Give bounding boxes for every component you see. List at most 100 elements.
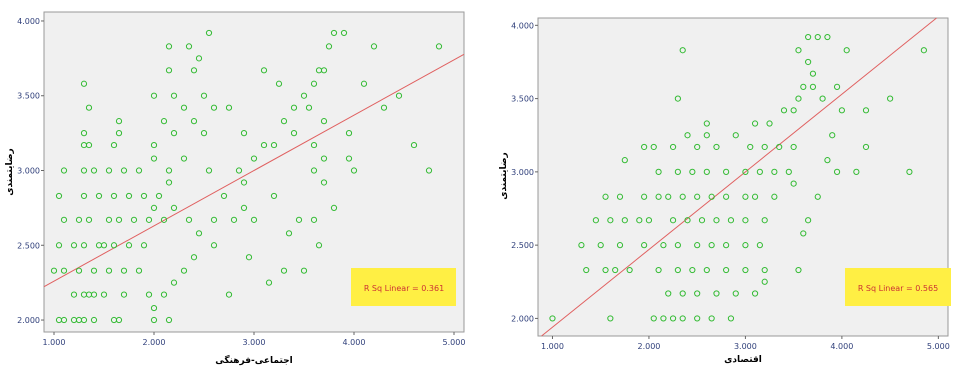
data-point — [727, 315, 735, 322]
data-point — [320, 179, 328, 186]
data-point — [665, 290, 672, 297]
y-tick-label: 3.500 — [511, 95, 534, 104]
data-point — [235, 167, 243, 174]
data-point — [315, 242, 323, 249]
data-point — [713, 143, 720, 151]
data-point — [395, 92, 403, 99]
data-point — [165, 67, 173, 74]
data-point — [150, 304, 158, 312]
data-point — [626, 266, 633, 274]
data-point — [60, 216, 68, 223]
data-point — [829, 132, 836, 139]
data-point — [650, 143, 657, 151]
data-point — [621, 217, 628, 224]
data-point — [616, 242, 624, 249]
data-point — [723, 168, 730, 175]
data-point — [120, 291, 128, 298]
x-tick-label: 2.000 — [143, 338, 166, 347]
data-point — [805, 58, 812, 66]
data-point — [115, 130, 123, 137]
data-point — [140, 192, 148, 200]
rsq-background — [845, 268, 951, 306]
data-point — [694, 193, 701, 200]
data-point — [165, 316, 173, 324]
data-point — [689, 168, 696, 175]
data-point — [549, 315, 556, 322]
data-point — [780, 107, 788, 114]
x-tick-label: 4.000 — [343, 338, 366, 347]
data-point — [165, 43, 173, 50]
data-point — [110, 192, 118, 200]
data-point — [641, 193, 648, 200]
data-point — [85, 104, 93, 111]
data-point — [240, 204, 248, 211]
data-point — [814, 193, 821, 200]
data-point — [75, 216, 83, 223]
data-point — [679, 47, 686, 54]
data-point — [230, 216, 238, 223]
data-point — [190, 118, 198, 125]
data-point — [150, 141, 158, 149]
data-point — [90, 267, 98, 274]
data-point — [310, 167, 318, 174]
data-point — [290, 130, 298, 137]
data-point — [150, 155, 158, 162]
data-point — [115, 316, 123, 324]
data-point — [240, 130, 248, 137]
data-point — [330, 204, 338, 211]
y-tick-label: 4.000 — [511, 21, 534, 30]
data-point — [674, 266, 681, 274]
scatter-chart-sociocultural: 1.000 2.000 3.000 4.000 5.000 2.000 2.500 3.00… — [5, 11, 465, 366]
data-point — [75, 316, 83, 324]
data-point — [703, 132, 710, 139]
data-point — [694, 290, 701, 297]
data-point — [90, 167, 98, 174]
data-point — [660, 242, 667, 249]
data-point — [85, 291, 93, 298]
data-point — [85, 216, 93, 223]
data-point — [160, 291, 168, 298]
data-point — [380, 104, 388, 111]
data-point — [751, 290, 759, 297]
data-point — [70, 242, 78, 249]
data-point — [195, 55, 203, 62]
data-point — [679, 193, 686, 200]
data-point — [300, 267, 308, 274]
data-point — [887, 95, 894, 102]
data-point — [130, 216, 138, 223]
data-point — [275, 80, 283, 87]
data-point — [723, 193, 730, 200]
data-point — [708, 193, 715, 200]
data-point — [723, 242, 730, 249]
data-point — [853, 168, 860, 175]
data-point — [245, 254, 253, 261]
data-point — [105, 267, 113, 274]
rsq-background — [351, 268, 456, 306]
data-point — [125, 192, 133, 200]
data-point — [185, 43, 193, 50]
data-point — [205, 167, 213, 174]
plot-area — [537, 17, 949, 337]
x-axis-title: اقتصادی — [724, 355, 762, 365]
data-point — [120, 167, 128, 174]
data-point — [742, 168, 749, 175]
data-point — [165, 179, 173, 186]
data-point — [210, 242, 218, 249]
data-point — [751, 193, 759, 200]
data-point — [602, 193, 609, 200]
data-point — [597, 242, 604, 249]
data-point — [80, 242, 88, 249]
data-point — [300, 92, 308, 99]
data-point — [160, 216, 168, 223]
x-tick-label: 3.000 — [243, 338, 266, 347]
data-point — [170, 130, 178, 137]
data-point — [110, 141, 118, 149]
x-tick-label: 5.000 — [927, 342, 950, 351]
data-point — [698, 217, 706, 224]
scatter-chart-economic: 1.000 2.000 3.000 4.000 5.000 2.000 2.500 3.00… — [499, 17, 951, 365]
data-point — [790, 107, 797, 114]
data-point — [80, 130, 88, 137]
data-point — [60, 267, 68, 274]
data-point — [809, 83, 817, 90]
